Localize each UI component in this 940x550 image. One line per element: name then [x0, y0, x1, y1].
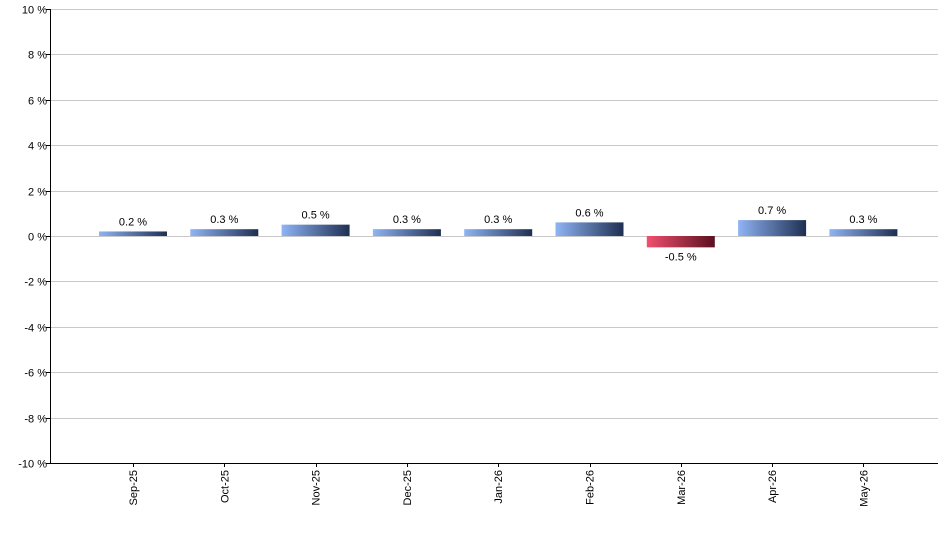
y-tick-label: 10 % — [22, 5, 47, 17]
bars — [99, 220, 898, 248]
y-tick-label: -6 % — [24, 368, 47, 380]
x-tick-label: Sep-25 — [128, 470, 140, 505]
x-tick-label: Nov-25 — [311, 470, 323, 505]
bar-feb-26 — [555, 222, 624, 236]
data-label: 0.3 % — [210, 214, 238, 226]
data-label: 0.5 % — [302, 210, 330, 222]
bar-nov-25 — [281, 224, 350, 236]
y-tick-label: 6 % — [28, 96, 47, 108]
data-label: 0.2 % — [119, 216, 147, 228]
bar-sep-25 — [99, 231, 167, 236]
y-tick-label: -4 % — [24, 323, 47, 335]
x-tick-label: Dec-25 — [402, 470, 414, 505]
x-tick-label: May-26 — [858, 470, 870, 507]
bar-mar-26 — [646, 236, 715, 248]
bar-jan-26 — [464, 229, 533, 236]
data-label: -0.5 % — [665, 251, 697, 263]
bar-dec-25 — [372, 229, 441, 236]
gridlines — [50, 9, 938, 419]
data-label: 0.6 % — [575, 207, 603, 219]
y-tick-label: 8 % — [28, 50, 47, 62]
x-tick-label: Feb-26 — [585, 470, 597, 505]
bar-may-26 — [829, 229, 898, 236]
y-tick-label: -10 % — [18, 459, 47, 471]
axes — [46, 9, 938, 467]
data-label: 0.3 % — [393, 214, 421, 226]
y-tick-label: 2 % — [28, 187, 47, 199]
data-label: 0.7 % — [758, 205, 786, 217]
y-tick-label: -8 % — [24, 414, 47, 426]
y-tick-label: -2 % — [24, 277, 47, 289]
x-tick-label: Oct-25 — [219, 470, 231, 503]
data-label: 0.3 % — [849, 214, 877, 226]
x-tick-label: Jan-26 — [493, 470, 505, 504]
bar-oct-25 — [190, 229, 259, 236]
x-tick-label: Mar-26 — [676, 470, 688, 505]
data-label: 0.3 % — [484, 214, 512, 226]
bar-apr-26 — [738, 220, 807, 236]
x-tick-label: Apr-26 — [767, 470, 779, 503]
y-tick-label: 4 % — [28, 141, 47, 153]
y-tick-label: 0 % — [28, 232, 47, 244]
labels: 10 % 8 % 6 % 4 % 2 % 0 % -2 % -4 % -6 % -8 % -10 %… — [18, 5, 877, 507]
